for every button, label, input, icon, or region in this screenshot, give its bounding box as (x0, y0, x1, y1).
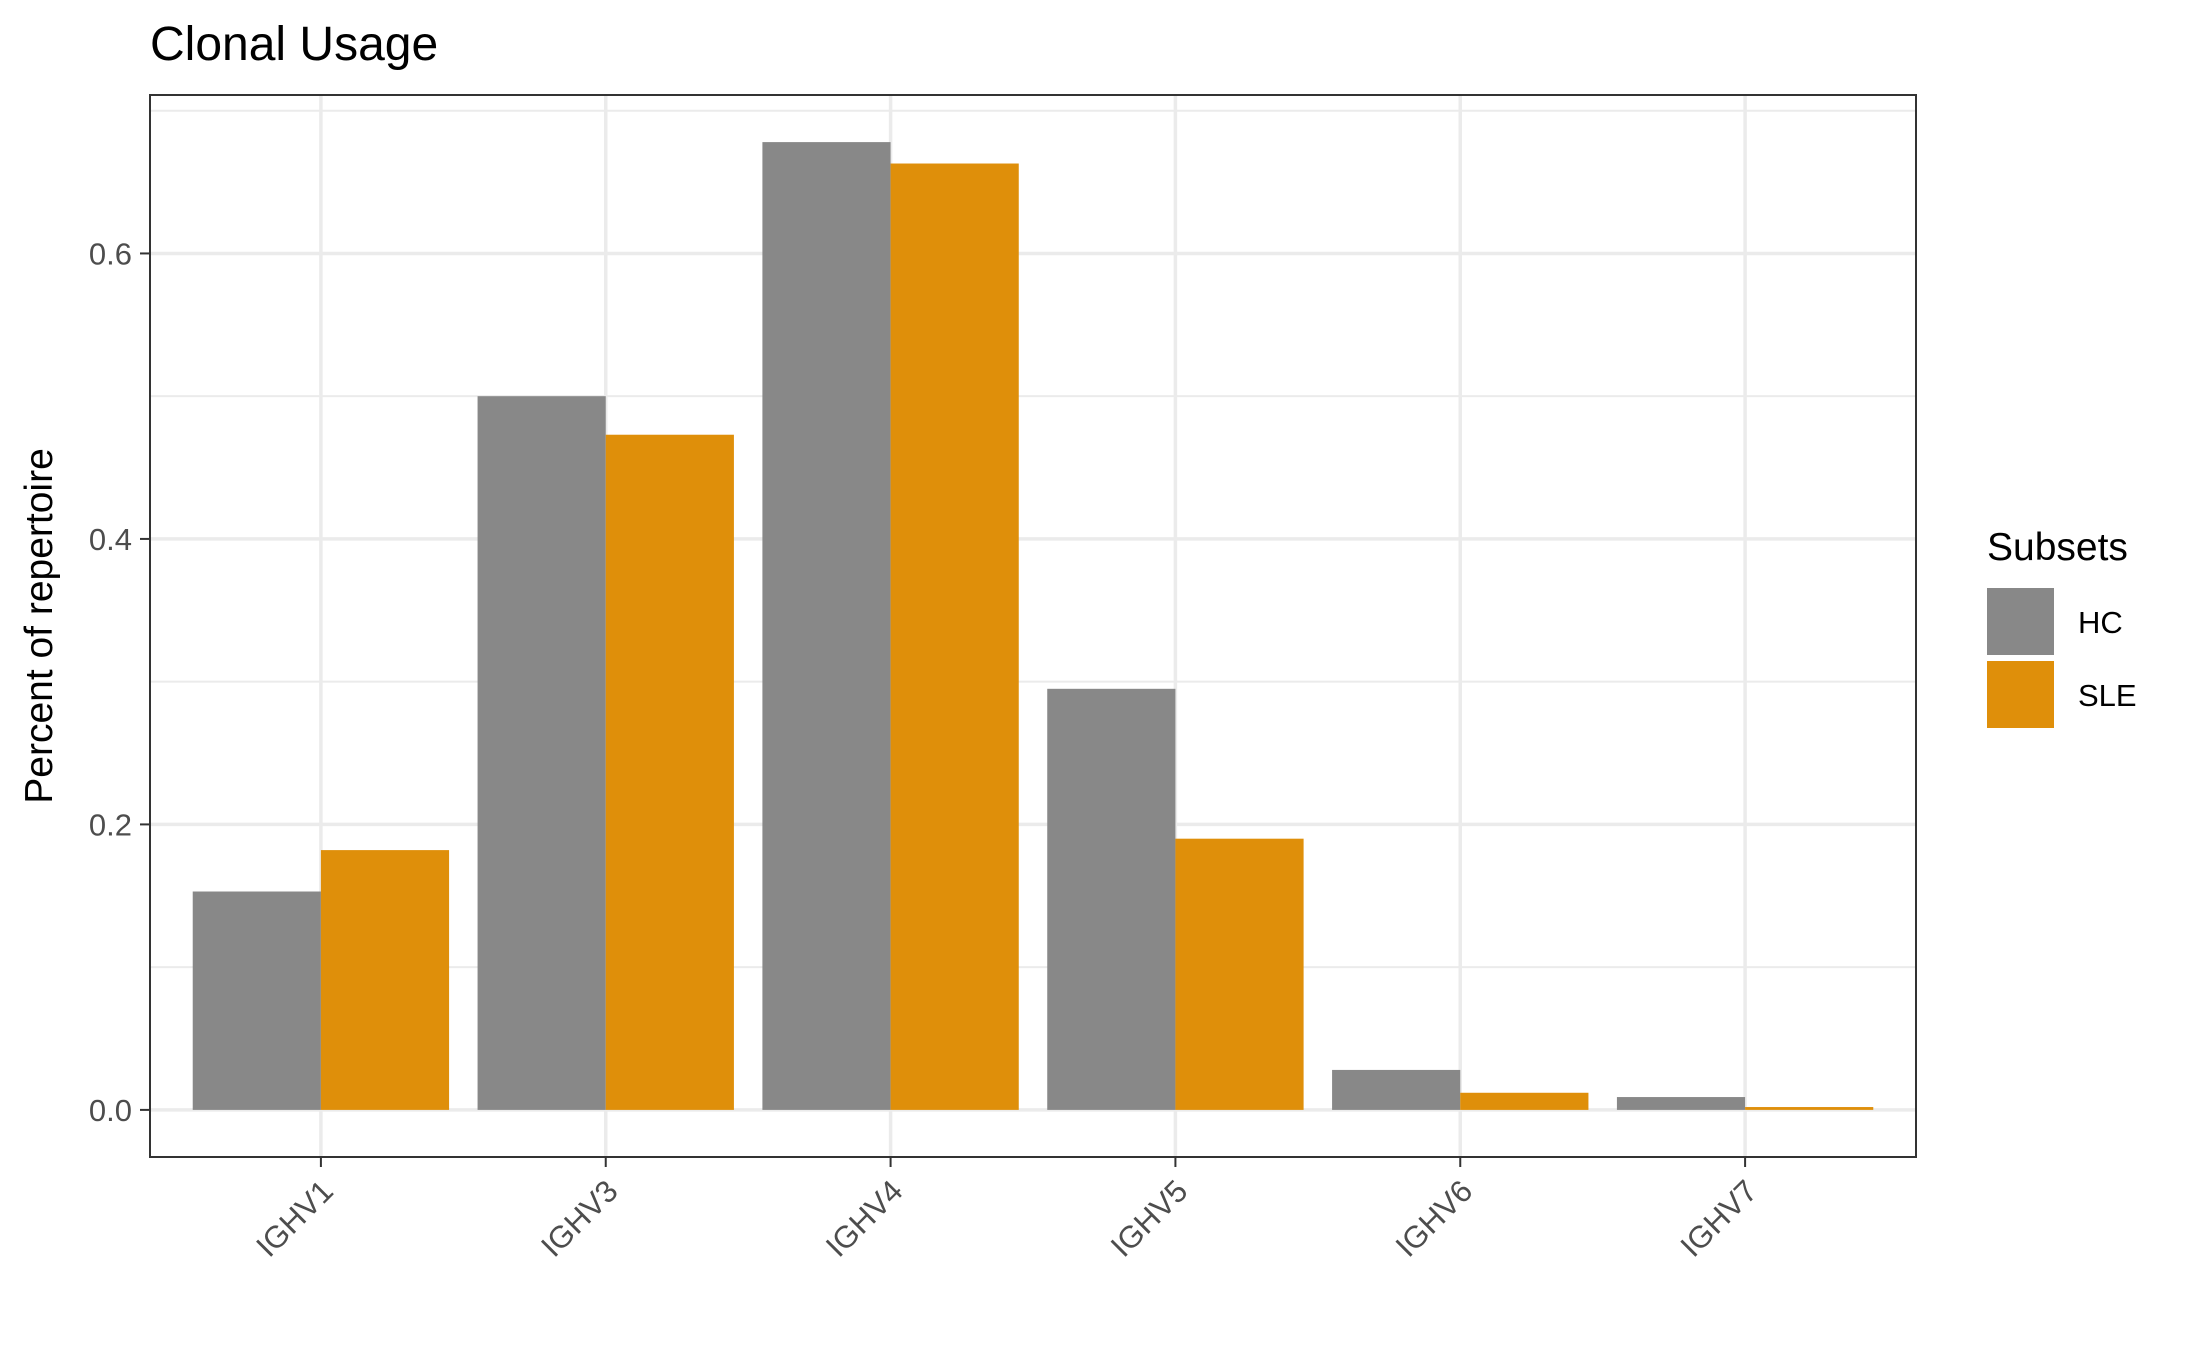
y-tick-label: 0.4 (89, 522, 132, 557)
y-axis-title: Percent of repertoire (18, 448, 61, 804)
x-tick-label: IGHV1 (249, 1173, 340, 1264)
bar-sle-ighv5 (1175, 838, 1304, 1110)
x-tick-label: IGHV6 (1389, 1173, 1480, 1264)
bar-hc-ighv3 (477, 396, 606, 1110)
legend-label-sle: SLE (2078, 678, 2137, 713)
plot-panel-border (149, 94, 1917, 1158)
bar-hc-ighv7 (1616, 1097, 1746, 1110)
y-axis: 0.0 0.2 0.4 0.6 (89, 236, 150, 1128)
x-tick-label: IGHV4 (819, 1173, 910, 1264)
bar-hc-ighv6 (1332, 1069, 1461, 1110)
y-tick-label: 0.2 (89, 807, 132, 842)
legend-label-hc: HC (2078, 605, 2123, 640)
bar-hc-ighv1 (192, 891, 321, 1110)
legend-key-hc (1987, 588, 2054, 655)
x-tick-label: IGHV7 (1674, 1173, 1765, 1264)
legend-key-sle (1987, 661, 2054, 728)
bar-sle-ighv3 (605, 434, 734, 1110)
bar-sle-ighv6 (1460, 1092, 1589, 1110)
bar-sle-ighv7 (1745, 1107, 1874, 1110)
y-tick-label: 0.6 (89, 236, 132, 271)
x-axis: IGHV1 IGHV3 IGHV4 IGHV5 IGHV6 IGHV7 (249, 1157, 1764, 1264)
bars (192, 142, 1874, 1110)
legend: Subsets HC SLE (1987, 526, 2137, 728)
legend-title: Subsets (1987, 526, 2128, 569)
bar-hc-ighv5 (1047, 688, 1176, 1110)
legend-items: HC SLE (1987, 588, 2137, 728)
x-tick-label: IGHV5 (1104, 1173, 1195, 1264)
x-tick-label: IGHV3 (534, 1173, 625, 1264)
chart-title: Clonal Usage (150, 18, 438, 71)
y-tick-label: 0.0 (89, 1093, 132, 1128)
bar-sle-ighv1 (320, 850, 450, 1110)
bar-hc-ighv4 (762, 142, 891, 1110)
bar-sle-ighv4 (890, 163, 1019, 1110)
